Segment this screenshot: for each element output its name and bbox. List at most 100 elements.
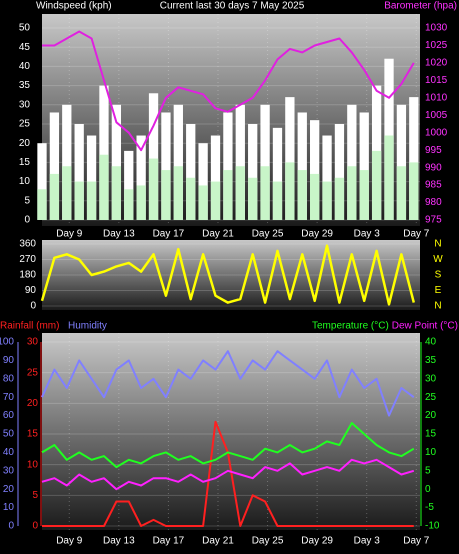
bar	[371, 150, 382, 220]
y2-tick-label: 0	[425, 484, 431, 495]
bar	[347, 166, 357, 220]
y-tick-label: 45	[19, 42, 31, 53]
bar	[223, 170, 233, 220]
bar	[198, 143, 208, 220]
legend-entry: Humidity	[68, 321, 107, 332]
bar	[173, 166, 183, 220]
y3-tick-label: 60	[3, 410, 15, 421]
bar	[322, 135, 332, 220]
bar	[396, 104, 407, 220]
y2-tick-label: 1020	[425, 58, 448, 69]
bar	[37, 143, 47, 220]
bar	[136, 185, 146, 220]
y2-tick-label: 1025	[425, 40, 448, 51]
series-line	[41, 458, 415, 491]
y-tick-label: 0	[32, 521, 38, 532]
chart-title: Current last 30 days 7 May 2025	[160, 1, 305, 12]
bar	[359, 170, 369, 220]
series-line	[41, 350, 415, 417]
y2-axis-label: Barometer (hpa)	[384, 1, 457, 12]
bar	[310, 120, 320, 220]
bar	[334, 177, 345, 220]
y-tick-label: 20	[19, 138, 31, 149]
bar	[235, 104, 245, 220]
bar	[297, 170, 307, 220]
y-tick-label: 0	[24, 215, 30, 226]
y2-tick-label: 1005	[425, 110, 448, 121]
x-tick-label: Day 3	[354, 229, 381, 240]
x-tick-label: Day 7	[403, 536, 430, 547]
y2-tick-label: 30	[425, 373, 437, 384]
y3-tick-label: 10	[3, 502, 15, 513]
y2-tick-label: W	[433, 254, 443, 265]
y2-tick-label: -10	[425, 521, 440, 532]
bar	[136, 135, 146, 220]
y3-tick-label: 0	[8, 521, 14, 532]
y2-tick-label: 1000	[425, 127, 448, 138]
y2-tick-label: 975	[425, 215, 442, 226]
y2-tick-label: 35	[425, 355, 437, 366]
y-tick-label: 180	[19, 270, 36, 281]
y-tick-label: 10	[19, 176, 31, 187]
x-tick-label: Day 21	[202, 229, 234, 240]
y2-tick-label: 1010	[425, 92, 448, 103]
y2-tick-label: 1030	[425, 23, 448, 34]
y-tick-label: 30	[27, 337, 39, 348]
y2-tick-label: 5	[425, 465, 431, 476]
bar	[210, 135, 221, 220]
y3-tick-label: 100	[0, 337, 14, 348]
y2-tick-label: -5	[425, 502, 434, 513]
series-line	[41, 422, 415, 469]
bar	[99, 85, 109, 220]
bar	[99, 154, 109, 220]
y2-tick-label: 40	[425, 337, 437, 348]
bar	[285, 162, 295, 220]
x-tick-label: Day 3	[354, 536, 381, 547]
x-tick-label: Day 29	[301, 229, 333, 240]
bar	[272, 127, 283, 220]
bar	[409, 162, 419, 220]
y3-tick-label: 90	[3, 355, 15, 366]
bar	[272, 181, 283, 220]
legend-entry: Temperature (°C)	[312, 321, 389, 332]
x-tick-label: Day 13	[103, 229, 135, 240]
bar	[111, 166, 122, 220]
bar	[62, 104, 72, 220]
bar	[322, 181, 332, 220]
y2-tick-label: 1015	[425, 75, 448, 86]
bar	[297, 112, 307, 220]
y3-tick-label: 30	[3, 465, 15, 476]
bar	[124, 150, 134, 220]
series-line	[42, 30, 415, 152]
bar	[74, 124, 84, 220]
y-tick-label: 15	[27, 429, 39, 440]
y3-tick-label: 40	[3, 447, 15, 458]
bar	[49, 112, 60, 220]
y-tick-label: 20	[27, 398, 39, 409]
x-tick-label: Day 17	[153, 536, 185, 547]
bar	[124, 189, 134, 220]
legend-entry: Rainfall (mm)	[0, 321, 59, 332]
x-tick-label: Day 17	[153, 229, 185, 240]
series-line	[40, 244, 416, 306]
y-tick-label: 25	[27, 367, 39, 378]
y2-tick-label: 25	[425, 392, 437, 403]
bar	[260, 104, 270, 220]
y2-tick-label: 10	[425, 447, 437, 458]
x-tick-label: Day 29	[301, 536, 333, 547]
plot-area	[42, 333, 420, 530]
bar	[186, 124, 196, 220]
bar	[148, 158, 159, 220]
bar	[235, 166, 245, 220]
bar	[198, 185, 208, 220]
x-tick-label: Day 25	[252, 229, 284, 240]
bar	[186, 177, 196, 220]
y-tick-label: 10	[27, 459, 39, 470]
bar	[248, 124, 258, 220]
y2-tick-label: 20	[425, 410, 437, 421]
bar	[347, 104, 357, 220]
bar	[86, 181, 97, 220]
y-tick-label: 5	[24, 195, 30, 206]
bar	[86, 135, 97, 220]
